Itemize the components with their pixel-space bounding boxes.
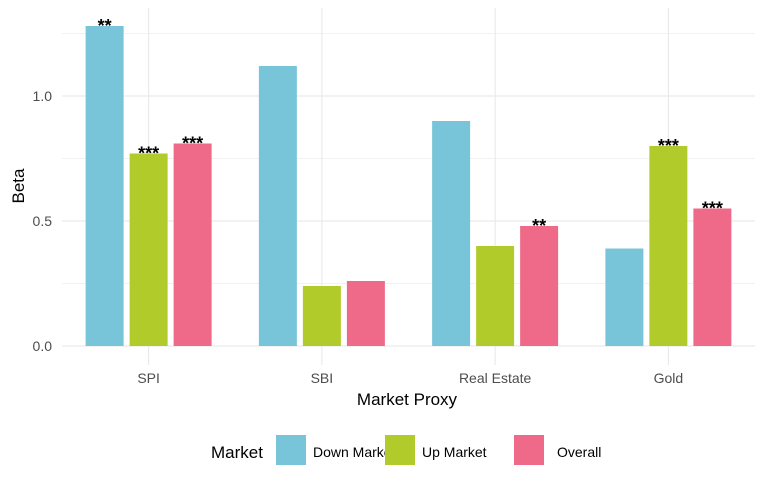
legend-key — [514, 435, 544, 465]
legend-label: Down Market — [313, 444, 396, 460]
significance-label: *** — [138, 144, 159, 164]
y-axis: 0.0 0.5 1.0 — [33, 88, 53, 354]
bar — [173, 143, 212, 346]
significance-label: *** — [182, 134, 203, 154]
bar — [129, 153, 168, 346]
significance-label: ** — [98, 16, 112, 36]
legend-label: Overall — [557, 444, 601, 460]
bar — [693, 208, 732, 346]
y-axis-title: Beta — [9, 168, 28, 204]
legend: Market Down Market Up Market Overall — [211, 435, 601, 465]
bars — [85, 26, 732, 346]
x-tick-label: Gold — [654, 370, 684, 386]
legend-key — [385, 435, 415, 465]
bar — [520, 226, 559, 346]
x-tick-label: SPI — [137, 370, 160, 386]
y-tick-label: 0.0 — [33, 338, 53, 354]
legend-title: Market — [211, 443, 263, 462]
bar — [476, 246, 515, 346]
x-axis: SPI SBI Real Estate Gold — [137, 370, 683, 386]
x-tick-label: SBI — [311, 370, 334, 386]
bar — [258, 66, 297, 346]
significance-label: *** — [658, 136, 679, 156]
bar — [346, 281, 385, 346]
bar — [432, 121, 471, 346]
y-tick-label: 0.5 — [33, 213, 53, 229]
y-tick-label: 1.0 — [33, 88, 53, 104]
significance-labels: ***** *********** — [98, 16, 723, 236]
legend-label: Up Market — [422, 444, 487, 460]
bar — [605, 248, 644, 346]
bar — [85, 26, 124, 346]
x-tick-label: Real Estate — [459, 370, 532, 386]
bar — [302, 286, 341, 346]
legend-key — [276, 435, 306, 465]
bar — [649, 146, 688, 346]
x-axis-title: Market Proxy — [357, 390, 458, 409]
significance-label: ** — [532, 216, 546, 236]
significance-label: *** — [702, 199, 723, 219]
